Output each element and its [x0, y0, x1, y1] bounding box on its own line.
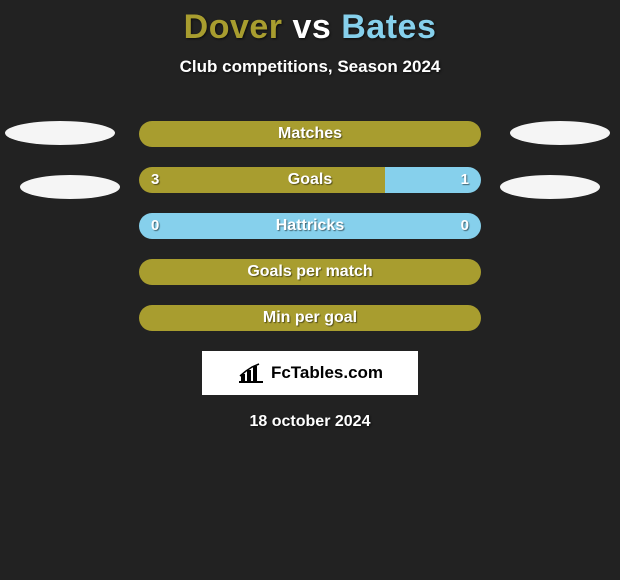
bar-label: Goals per match [139, 259, 481, 285]
stat-bar: Min per goal [139, 305, 481, 331]
bars-container: Matches 31Goals 00Hattricks Goals per match… [139, 121, 481, 331]
bar-label: Matches [139, 121, 481, 147]
stat-bar: Goals per match [139, 259, 481, 285]
logo-box: FcTables.com [202, 351, 418, 395]
page-title: Dover vs Bates [0, 0, 620, 47]
ellipse-left-2 [20, 175, 120, 199]
subtitle: Club competitions, Season 2024 [0, 57, 620, 77]
logo-chart-icon [237, 362, 265, 384]
stat-bar: 31Goals [139, 167, 481, 193]
title-player2: Bates [341, 8, 436, 46]
logo-text: FcTables.com [271, 363, 383, 383]
title-player1: Dover [184, 8, 283, 46]
ellipse-right-1 [510, 121, 610, 145]
bar-label: Min per goal [139, 305, 481, 331]
ellipse-left-1 [5, 121, 115, 145]
date-text: 18 october 2024 [0, 413, 620, 431]
ellipse-right-2 [500, 175, 600, 199]
stat-bar: 00Hattricks [139, 213, 481, 239]
logo-inner: FcTables.com [237, 362, 383, 384]
stat-bar: Matches [139, 121, 481, 147]
stats-area: Matches 31Goals 00Hattricks Goals per match… [0, 121, 620, 331]
bar-label: Hattricks [139, 213, 481, 239]
bar-label: Goals [139, 167, 481, 193]
title-vs: vs [292, 8, 331, 46]
